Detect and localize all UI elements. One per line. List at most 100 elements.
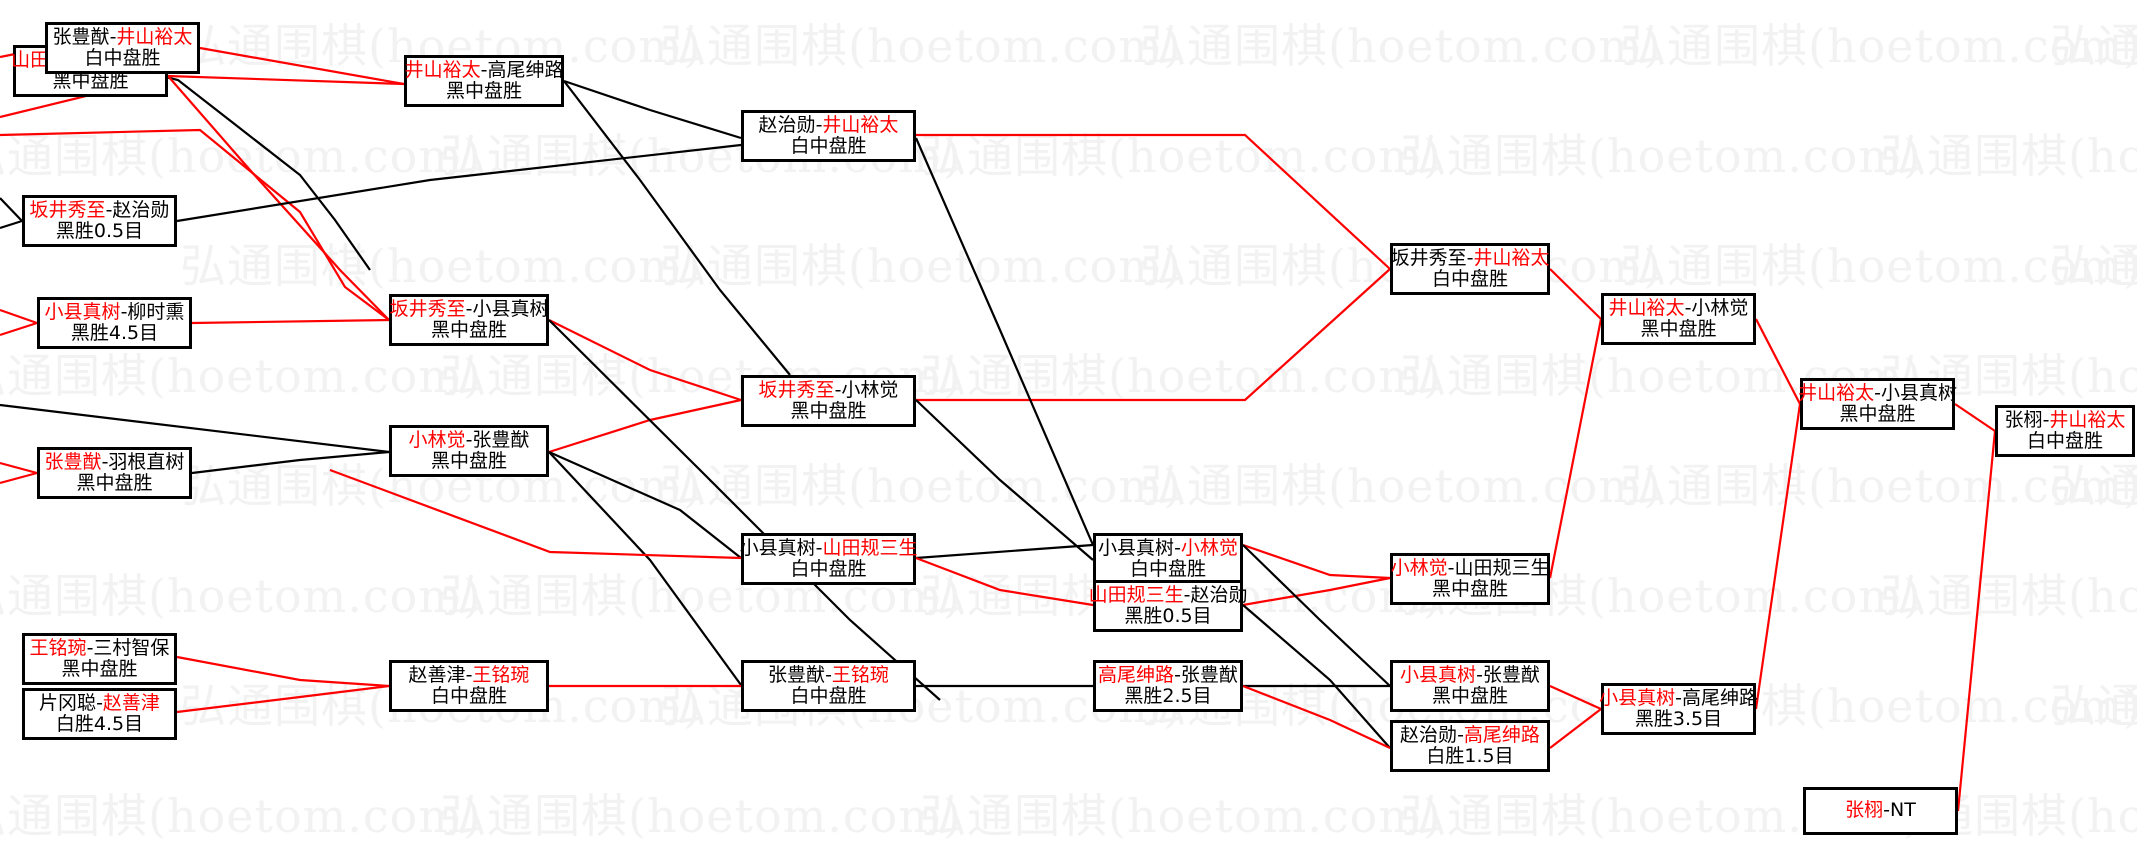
match-xiaoxianzhenshu-zhangfengyou[interactable]: 小县真树-张豊猷 黑中盘胜 <box>1390 660 1550 712</box>
players-separator: - <box>1883 799 1891 822</box>
link-m24-to-m25-red <box>1754 403 1802 710</box>
watermark-text: 弘通围棋(hoetom.com) <box>2050 459 2137 513</box>
match-xiaolinjue-zhangfengyou[interactable]: 小林觉-张豊猷 黑中盘胜 <box>389 425 549 477</box>
players-separator: - <box>465 428 473 451</box>
watermark-text: 弘通围棋(hoetom.com) <box>920 349 1442 403</box>
match-xiaoxianzhenshu-yamadakimio[interactable]: 小县真树-山田规三生 白中盘胜 <box>740 533 917 585</box>
link-m06-to-m11 <box>176 655 390 688</box>
match-piangangcong-zhaoshanjin[interactable]: 片冈聪-赵善津 白胜4.5目 <box>22 688 177 740</box>
watermark-text: 弘通围棋(hoetom.com) <box>920 789 1442 843</box>
match-zhangxu-nt[interactable]: 张栩-NT <box>1803 787 1958 835</box>
match-yamadakimio-zhaozhixun[interactable]: 山田规三生-赵治勋 黑胜0.5目 <box>1089 580 1247 632</box>
player-right: 张豊猷 <box>1180 663 1238 686</box>
match-wangmingwan-sancunzhibao[interactable]: 王铭琬-三村智保 黑中盘胜 <box>22 633 177 685</box>
match-sakaihideyuki-iyamayuta[interactable]: 坂井秀至-井山裕太 白中盘胜 <box>1390 243 1550 295</box>
match-zhangxu-iyamayuta[interactable]: 张栩-井山裕太 白中盘胜 <box>1995 405 2135 457</box>
players-separator: - <box>1183 583 1191 606</box>
match-players: 赵治勋-高尾绅路 <box>1400 723 1540 746</box>
link-m10-to-m15-black <box>548 451 742 686</box>
match-result: 黑中盘胜 <box>430 450 507 472</box>
link-m13-to-m19-red <box>916 268 1391 402</box>
match-players: 井山裕太-高尾绅路 <box>405 59 564 81</box>
link-black-into-m03a <box>0 197 23 222</box>
player-right: 小县真树 <box>1880 381 1957 404</box>
match-zhangfengyou-hanenaoki[interactable]: 张豊猷-羽根直树 黑中盘胜 <box>37 447 192 499</box>
match-sakaihideyuki-xiaoxianzhenshu[interactable]: 坂井秀至-小县真树 黑中盘胜 <box>389 294 549 346</box>
watermark-text: 弘通围棋(hoetom.com) <box>660 19 1182 73</box>
player-left: 片冈聪 <box>39 691 97 714</box>
match-players: 赵善津-王铭琬 <box>408 663 530 686</box>
match-xiaoxianzhenshu-takaoshinji[interactable]: 小县真树-高尾绅路 黑胜3.5目 <box>1599 683 1758 735</box>
match-zhaoshanjin-wangmingwan[interactable]: 赵善津-王铭琬 白中盘胜 <box>389 660 549 712</box>
match-sakaihideyuki-xiaolinjue[interactable]: 坂井秀至-小林觉 黑中盘胜 <box>741 375 916 427</box>
match-iyamayuta-xiaoxianzhenshu[interactable]: 井山裕太-小县真树 黑中盘胜 <box>1798 378 1957 430</box>
match-result: 黑中盘胜 <box>1431 685 1508 707</box>
players-separator: - <box>101 450 109 473</box>
players-separator: - <box>86 636 94 659</box>
players-separator: - <box>1684 296 1692 319</box>
match-xiaolinjue-yamadakimio[interactable]: 小林觉-山田规三生 黑中盘胜 <box>1390 553 1550 605</box>
player-right: 赵治勋 <box>1190 583 1248 606</box>
watermark-text: 弘通围棋(hoetom.com) <box>440 789 962 843</box>
watermark-text: 弘通围棋(hoetom.com) <box>0 349 482 403</box>
match-players: 王铭琬-三村智保 <box>30 636 170 659</box>
match-result: 黑中盘胜 <box>1431 578 1508 600</box>
match-players: 小林觉-山田规三生 <box>1391 556 1550 579</box>
watermark-text: 弘通围棋(hoetom.com) <box>1620 459 2137 513</box>
match-players: 小县真树-小林觉 <box>1098 536 1238 559</box>
link-black-into-m10a <box>0 403 390 454</box>
match-zhaozhixun-iyamayuta[interactable]: 赵治勋-井山裕太 白中盘胜 <box>741 110 916 162</box>
players-separator: - <box>96 691 103 714</box>
match-players: 片冈聪-赵善津 <box>39 691 160 714</box>
player-left: 赵治勋 <box>1400 723 1458 746</box>
player-right: 高尾绅路 <box>1681 686 1758 709</box>
link-m05-red-in2 <box>0 471 38 485</box>
link-m14-red-to-m17 <box>915 556 1094 607</box>
link-m08-to-m12-black <box>563 79 742 140</box>
link-m01-to-m08 <box>199 46 405 86</box>
players-separator: - <box>1457 723 1464 746</box>
player-right: 小林觉 <box>1180 536 1238 559</box>
link-m13-black-down <box>915 399 1094 561</box>
match-takaoshinji-zhangfengyou[interactable]: 高尾绅路-张豊猷 黑胜2.5目 <box>1093 660 1243 712</box>
match-result: 黑中盘胜 <box>52 70 129 92</box>
players-separator: - <box>1447 556 1455 579</box>
player-right: 赵善津 <box>102 691 160 714</box>
match-players: 小县真树-高尾绅路 <box>1599 686 1758 709</box>
match-iyamayuta-takaoshinji[interactable]: 井山裕太-高尾绅路 黑中盘胜 <box>404 55 564 107</box>
match-zhaozhixun-takaoshinji[interactable]: 赵治勋-高尾绅路 白胜1.5目 <box>1390 720 1550 772</box>
player-right: 井山裕太 <box>822 113 899 136</box>
match-result: 白中盘胜 <box>84 47 161 69</box>
match-result: 白中盘胜 <box>1129 558 1206 580</box>
link-m18-to-m22-red <box>1242 684 1391 749</box>
watermark-text: 弘通围棋(hoetom.com) <box>180 239 702 293</box>
watermark-text: 弘通围棋(hoetom.com) <box>920 129 1442 183</box>
match-players: 赵治勋-井山裕太 <box>759 113 899 136</box>
watermark-text: 弘通围棋(hoetom.com) <box>2050 239 2137 293</box>
match-sakaihideyuki-zhaozhixun[interactable]: 坂井秀至-赵治勋 黑胜0.5目 <box>22 195 177 247</box>
match-result: 黑中盘胜 <box>445 80 522 102</box>
link-m05-to-m10 <box>191 450 390 475</box>
watermark-text: 弘通围棋(hoetom.com) <box>1620 239 2137 293</box>
players-separator: - <box>825 663 832 686</box>
match-result: 黑胜4.5目 <box>70 322 159 344</box>
match-xiaoxianzhenshu-liushixun[interactable]: 小县真树-柳时熏 黑胜4.5目 <box>37 297 192 349</box>
player-right: 山田规三生 <box>1454 556 1550 579</box>
link-m17-to-m20-red <box>1242 576 1391 607</box>
player-left: 赵善津 <box>408 663 466 686</box>
watermark-text: 弘通围棋(hoetom.com) <box>0 789 482 843</box>
match-zhangfengyou-wangmingwan[interactable]: 张豊猷-王铭琬 白中盘胜 <box>741 660 916 712</box>
match-players: 张栩-井山裕太 <box>2005 409 2126 431</box>
link-m02-red-to-m09 <box>167 75 390 321</box>
match-xiaoxianzhenshu-xiaolinjue[interactable]: 小县真树-小林觉 白中盘胜 <box>1093 533 1243 585</box>
match-zhangfengyou-iyamayuta[interactable]: 张豊猷-井山裕太 白中盘胜 <box>45 22 200 74</box>
player-left: 张豊猷 <box>52 25 110 48</box>
match-iyamayuta-xiaolinjue[interactable]: 井山裕太-小林觉 黑中盘胜 <box>1601 293 1756 345</box>
players-separator: - <box>1174 663 1181 686</box>
match-result: 黑中盘胜 <box>76 472 153 494</box>
match-result: 黑胜0.5目 <box>55 220 144 242</box>
match-players: 山田规三生-赵治勋 <box>1089 583 1248 606</box>
match-result: 黑胜2.5目 <box>1124 685 1212 707</box>
match-players: 坂井秀至-小县真树 <box>390 298 549 320</box>
